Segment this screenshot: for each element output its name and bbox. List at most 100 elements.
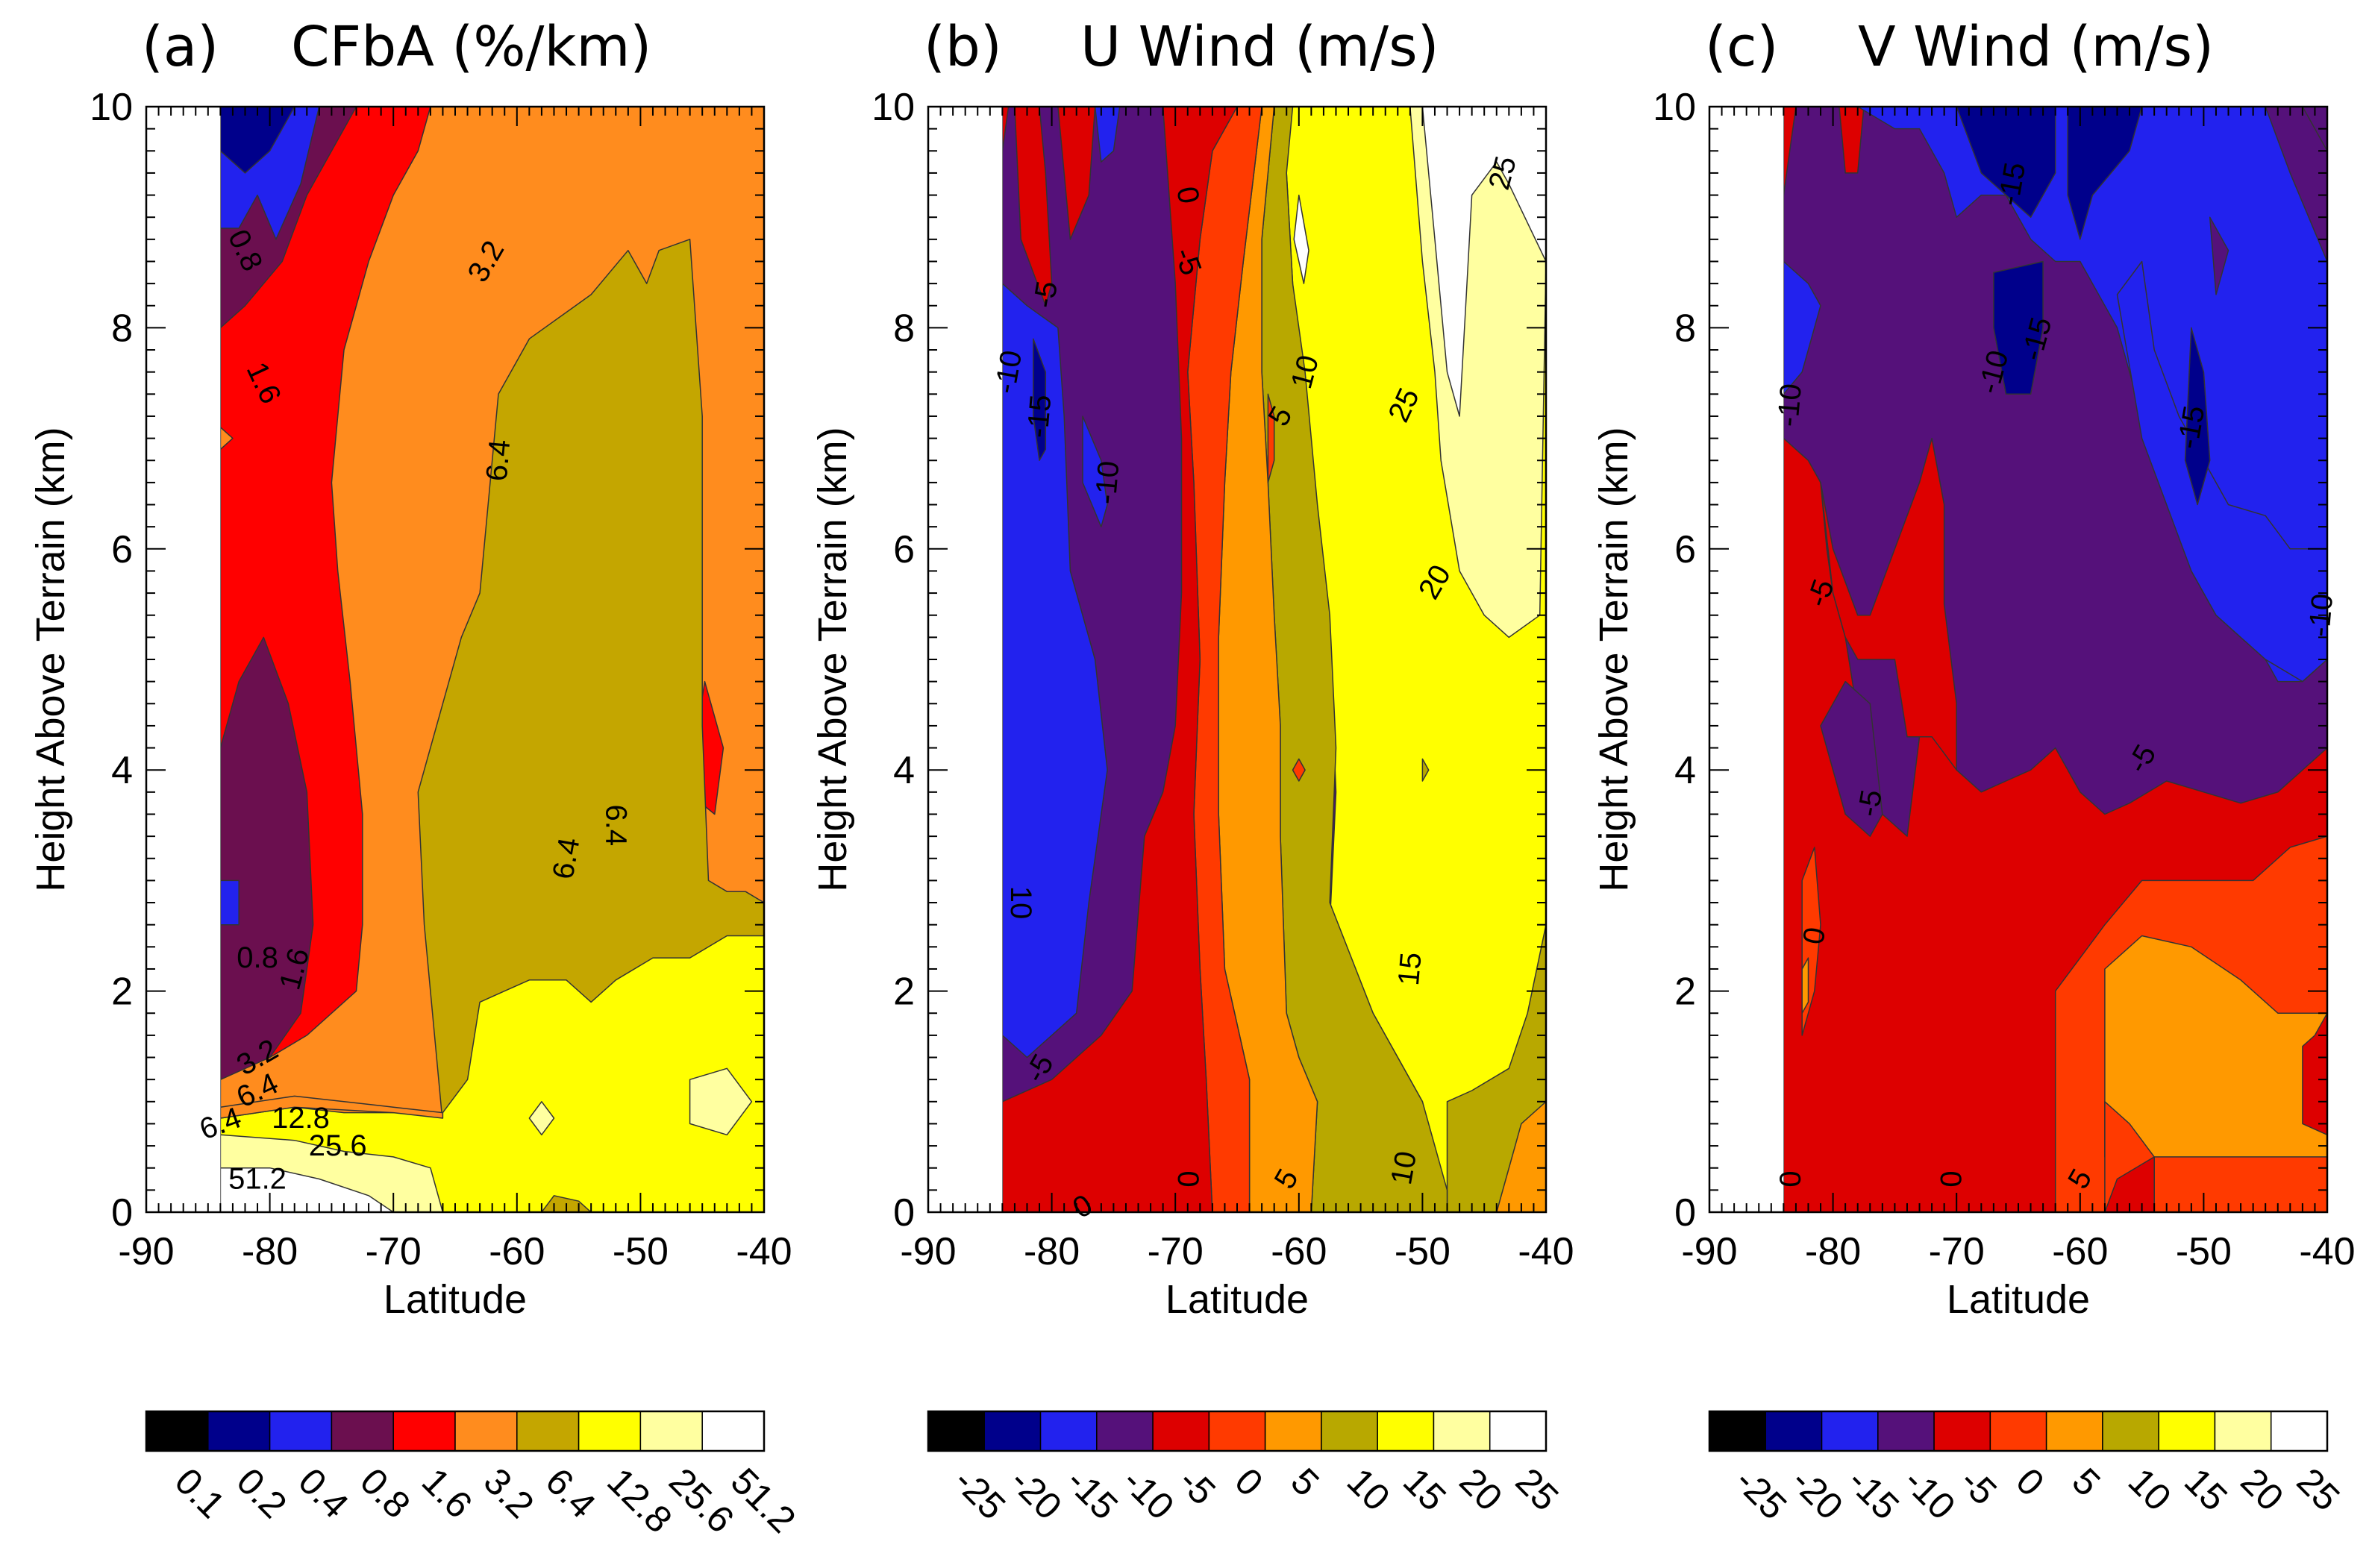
colorbar-swatch <box>578 1411 642 1452</box>
contour-region <box>689 1067 753 1136</box>
y-tick-label: 4 <box>893 749 915 792</box>
colorbar-label: 0 <box>1227 1460 1271 1504</box>
contour-label: 10 <box>1004 886 1037 920</box>
y-tick-label: 8 <box>893 307 915 350</box>
contour-region <box>2209 216 2229 295</box>
contour-region <box>1993 260 2044 395</box>
x-tick-label: -80 <box>1024 1230 1080 1273</box>
y-axis-label: Height Above Terrain (km) <box>28 427 73 891</box>
colorbar-swatch <box>269 1411 333 1452</box>
contour-label: 6.4 <box>547 835 586 882</box>
colorbar-swatch <box>1765 1411 1823 1452</box>
contour-region <box>2302 107 2327 152</box>
y-tick-label: 2 <box>1674 970 1696 1014</box>
colorbar-swatch <box>2270 1411 2328 1452</box>
colorbar-label: 0.4 <box>290 1460 357 1526</box>
colorbar-swatch <box>331 1411 394 1452</box>
contour-region <box>219 107 295 174</box>
colorbar-swatch <box>927 1411 986 1452</box>
contour-region <box>2067 107 2143 240</box>
colorbar-swatch <box>454 1411 518 1452</box>
x-tick-label: -60 <box>1271 1230 1327 1273</box>
y-tick-label: 10 <box>90 86 133 129</box>
colorbar-swatch <box>1039 1411 1098 1452</box>
colorbar-swatch <box>145 1411 209 1452</box>
colorbar-swatch <box>516 1411 580 1452</box>
contour-region <box>1783 260 1821 395</box>
x-tick-label: -40 <box>2299 1230 2355 1273</box>
colorbar-swatch <box>2045 1411 2103 1452</box>
colorbar-swatch <box>1933 1411 1991 1452</box>
x-tick-label: -70 <box>366 1230 422 1273</box>
colorbar-label: 0.2 <box>228 1460 295 1526</box>
panel-c: -90 -80 -70 -60 -50 -400246810LatitudeHeight … <box>1592 15 2356 1528</box>
contour-label: 6.4 <box>599 804 632 846</box>
colorbar-swatch <box>1989 1411 2047 1452</box>
y-tick-label: 2 <box>111 970 133 1014</box>
y-tick-label: 0 <box>111 1191 133 1235</box>
y-tick-label: 4 <box>1674 749 1696 792</box>
x-tick-label: -70 <box>1929 1230 1985 1273</box>
no-data-region <box>146 107 221 1212</box>
contour-region <box>1094 107 1121 163</box>
contour-region <box>219 879 240 926</box>
colorbar-swatch <box>207 1411 271 1452</box>
contour-label: 10 <box>1385 1149 1423 1187</box>
x-tick-label: -80 <box>1805 1230 1861 1273</box>
colorbar-label: 5 <box>2065 1460 2109 1504</box>
contour-label: -10 <box>2303 592 2339 638</box>
colorbar-swatch <box>2158 1411 2216 1452</box>
colorbar-label: -25 <box>1727 1460 1795 1528</box>
panel-tag: (b) <box>924 15 1002 79</box>
y-tick-label: 0 <box>1674 1191 1696 1235</box>
y-tick-label: 4 <box>111 749 133 792</box>
x-tick-label: -60 <box>2052 1230 2108 1273</box>
colorbar-swatch <box>1377 1411 1435 1452</box>
y-tick-label: 6 <box>893 528 915 571</box>
contour-region <box>1001 107 1238 1212</box>
x-tick-label: -40 <box>1518 1230 1574 1273</box>
contour-region <box>1267 393 1275 483</box>
colorbar-frame <box>1708 1410 2329 1452</box>
colorbar-swatch <box>1877 1411 1935 1452</box>
panel-a: -90 -80 -70 -60 -50 -40 0 2 4 6 8 10 Latitude Height … <box>28 15 804 1541</box>
x-tick-label: -80 <box>242 1230 298 1273</box>
contour-region <box>1496 1101 1546 1212</box>
colorbar-label: 20 <box>2232 1460 2291 1519</box>
contour-region <box>1801 957 1809 1014</box>
contour-region <box>2302 1012 2327 1136</box>
colorbar-label: -20 <box>1002 1460 1070 1528</box>
x-axis-label: Latitude <box>1165 1277 1309 1322</box>
colorbar-label: -20 <box>1783 1460 1851 1528</box>
colorbar-label: -5 <box>1171 1460 1224 1513</box>
contour-region <box>1293 194 1309 284</box>
x-tick-label: -50 <box>2176 1230 2232 1273</box>
colorbar-label: -25 <box>946 1460 1014 1528</box>
panel-title: V Wind (m/s) <box>1858 15 2214 79</box>
contour-label: -10 <box>1089 460 1126 505</box>
contour-region <box>219 1095 444 1119</box>
colorbar-swatch <box>639 1411 703 1452</box>
contour-label: -10 <box>989 348 1028 396</box>
colorbar-swatch <box>2214 1411 2272 1452</box>
contour-region <box>1820 437 1957 771</box>
contour-region <box>219 427 234 451</box>
colorbar-swatch <box>1152 1411 1210 1452</box>
contour-label: 0 <box>1774 1170 1806 1187</box>
no-data-region <box>1709 107 1784 1212</box>
colorbar-label: 25.6 <box>661 1460 742 1540</box>
colorbar-frame <box>145 1410 766 1452</box>
contour-region <box>1421 758 1430 782</box>
contour-label: -15 <box>2171 404 2211 452</box>
contour-region <box>1033 338 1047 461</box>
contour-region <box>2184 327 2211 506</box>
contour-label: 12.8 <box>272 1102 330 1135</box>
contour-region <box>1057 107 1096 240</box>
contour-label: 51.2 <box>228 1163 287 1196</box>
contour-region <box>219 636 314 1080</box>
panel-title: U Wind (m/s) <box>1080 15 1439 79</box>
colorbar-swatch <box>2102 1411 2159 1452</box>
